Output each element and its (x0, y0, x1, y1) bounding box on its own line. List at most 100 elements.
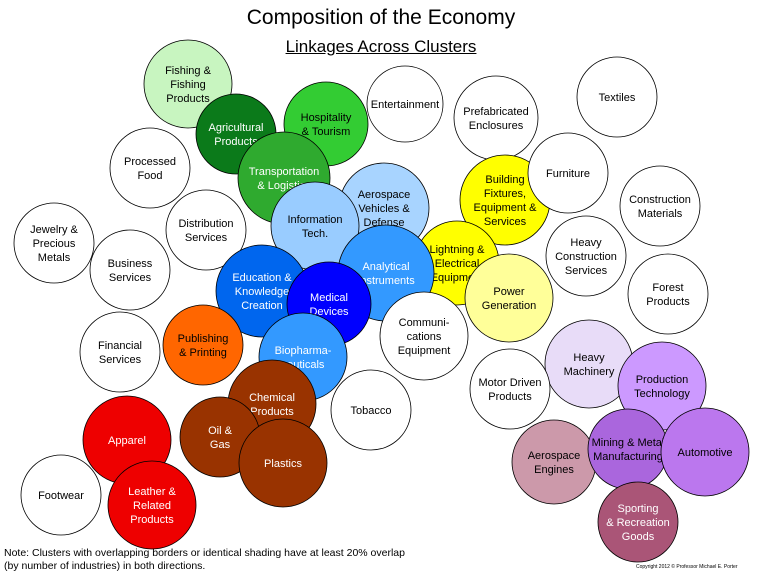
footnote-line-2: (by number of industries) in both direct… (4, 560, 206, 572)
cluster-financial: Financial Services (79, 311, 161, 393)
cluster-oil-gas-label-line: Gas (210, 439, 231, 451)
cluster-jewelry-circle (13, 202, 95, 284)
cluster-sporting: Sporting & Recreation Goods (597, 481, 679, 563)
cluster-plastics-label-line: Plastics (264, 458, 302, 470)
cluster-metal-manufacturing: Mining & Metal Manufacturing (587, 408, 669, 490)
cluster-jewelry-label-line: Metals (38, 252, 71, 264)
cluster-processed-food-label-line: Processed (124, 156, 176, 168)
cluster-automotive-circle (660, 407, 750, 497)
cluster-chemical-label-line: Products (250, 406, 294, 418)
cluster-motor-driven: Motor Driven Products (469, 348, 551, 430)
cluster-construction-circle (619, 165, 701, 247)
cluster-business: Business Services (89, 229, 171, 311)
cluster-publishing-label-line: Publishing (178, 333, 229, 345)
cluster-heavy-construction-circle (545, 215, 627, 297)
cluster-metal-manufacturing-label-line: Manufacturing (593, 451, 663, 463)
cluster-power-label-line: Power (493, 286, 525, 298)
cluster-distribution-label-line: Distribution (178, 218, 233, 230)
cluster-power-circle (464, 253, 554, 343)
cluster-metal-manufacturing-circle (587, 408, 669, 490)
cluster-fishing-label-line: Fishing & (165, 65, 212, 77)
cluster-leather: Leather & Related Products (107, 460, 197, 550)
cluster-textiles: Textiles (576, 56, 658, 138)
cluster-forest-circle (627, 253, 709, 335)
cluster-automotive-label-line: Automotive (677, 447, 732, 459)
cluster-forest-label-line: Forest (652, 282, 683, 294)
cluster-building: Building Fixtures, Equipment & Services (459, 154, 551, 246)
cluster-footwear-circle (20, 454, 102, 536)
cluster-publishing: Publishing & Printing (162, 304, 244, 386)
cluster-prefabricated-label-line: Enclosures (469, 120, 524, 132)
cluster-building-label-line: Building (485, 174, 524, 186)
cluster-hospitality-label-line: & Tourism (302, 126, 351, 138)
cluster-communications: Communi-cations Equipment (379, 291, 469, 381)
diagram-subtitle-text: Linkages Across Clusters (285, 37, 477, 56)
cluster-heavy-construction-label-line: Construction (555, 251, 617, 263)
cluster-footwear: Footwear (20, 454, 102, 536)
cluster-fishing-label-line: Products (166, 93, 210, 105)
cluster-agricultural-label-line: Agricultural (208, 122, 263, 134)
cluster-heavy-construction: Heavy Construction Services (545, 215, 627, 297)
cluster-power-label-line: Generation (482, 300, 536, 312)
cluster-financial-label-line: Financial (98, 340, 142, 352)
cluster-sporting-label-line: Sporting (618, 503, 659, 515)
cluster-publishing-label-line: & Printing (179, 347, 227, 359)
cluster-forest-label-line: Products (646, 296, 690, 308)
cluster-aerospace-engines-label-line: Aerospace (528, 450, 581, 462)
cluster-power: Power Generation (464, 253, 554, 343)
cluster-heavy-machinery-label-line: Machinery (564, 366, 615, 378)
cluster-tobacco: Tobacco (330, 369, 412, 451)
cluster-processed-food-circle (109, 127, 191, 209)
cluster-entertainment-label-line: Entertainment (371, 99, 439, 111)
cluster-building-label-line: Services (484, 216, 527, 228)
cluster-leather-label-line: Products (130, 514, 174, 526)
copyright-text: Copyright 2012 © Professor Michael E. Po… (636, 564, 738, 570)
cluster-analytical-label-line: Analytical (362, 261, 409, 273)
cluster-business-circle (89, 229, 171, 311)
cluster-analytical-label-line: Instruments (357, 275, 415, 287)
cluster-agricultural-label-line: Products (214, 136, 258, 148)
diagram-subtitle: Linkages Across Clusters (0, 37, 762, 57)
cluster-communications-label-line: Equipment (398, 345, 451, 357)
cluster-prefabricated: Prefabricated Enclosures (453, 75, 539, 161)
cluster-tobacco-label-line: Tobacco (351, 405, 392, 417)
cluster-furniture: Furniture (527, 132, 609, 214)
cluster-transportation-label-line: Transportation (249, 166, 320, 178)
cluster-leather-circle (107, 460, 197, 550)
cluster-aerospace-engines-label-line: Engines (534, 464, 574, 476)
cluster-production-tech-label-line: Production (636, 374, 689, 386)
cluster-information-label-line: Tech. (302, 228, 328, 240)
cluster-construction-label-line: Materials (638, 208, 683, 220)
footnote: Note: Clusters with overlapping borders … (4, 547, 405, 573)
cluster-information-label-line: Information (287, 214, 342, 226)
cluster-business-label-line: Services (109, 272, 152, 284)
cluster-leather-label-line: Related (133, 500, 171, 512)
cluster-construction-label-line: Construction (629, 194, 691, 206)
cluster-construction: Construction Materials (619, 165, 701, 247)
cluster-leather-label-line: Leather & (128, 486, 176, 498)
cluster-processed-food: Processed Food (109, 127, 191, 209)
cluster-lightning-label-line: Electrical (435, 258, 480, 270)
cluster-prefabricated-label-line: Prefabricated (463, 106, 528, 118)
cluster-heavy-machinery-label-line: Heavy (573, 352, 605, 364)
cluster-heavy-construction-label-line: Services (565, 265, 608, 277)
cluster-plastics: Plastics (238, 418, 328, 508)
cluster-heavy-machinery: Heavy Machinery (544, 319, 634, 409)
cluster-entertainment-circle (366, 65, 444, 143)
cluster-distribution-circle (165, 189, 247, 271)
cluster-publishing-circle (162, 304, 244, 386)
cluster-financial-circle (79, 311, 161, 393)
cluster-education-label-line: Education & (232, 272, 292, 284)
cluster-biopharma-label-line: Biopharma- (275, 345, 332, 357)
cluster-distribution-label-line: Services (185, 232, 228, 244)
cluster-textiles-label-line: Textiles (599, 92, 636, 104)
cluster-hospitality-label-line: Hospitality (301, 112, 352, 124)
cluster-motor-driven-circle (469, 348, 551, 430)
cluster-entertainment: Entertainment (366, 65, 444, 143)
cluster-furniture-label-line: Furniture (546, 168, 590, 180)
cluster-financial-label-line: Services (99, 354, 142, 366)
cluster-communications-label-line: Communi- (399, 317, 450, 329)
cluster-production-tech: Production Technology (617, 341, 707, 431)
